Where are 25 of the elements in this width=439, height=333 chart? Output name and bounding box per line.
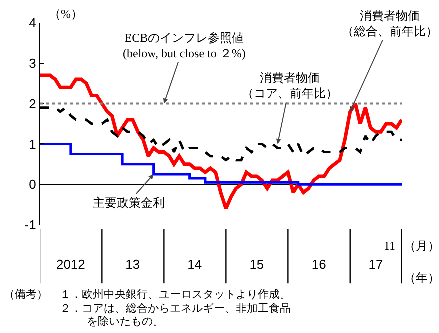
y-tick-label: 1: [29, 136, 36, 152]
x-tick-label: 2012: [56, 257, 86, 272]
annotation: 消費者物価（総合、前年比）: [342, 9, 438, 39]
line-series: [40, 74, 402, 211]
y-tick-label: 3: [29, 56, 36, 71]
text: １．欧州中央銀行、ユーロスタットより作成。: [60, 288, 291, 301]
y-axis-title: （%）: [49, 7, 83, 21]
x-tick-label: 15: [250, 257, 264, 272]
annotation: 消費者物価（コア、前年比）: [242, 71, 338, 101]
text: 11: [384, 239, 396, 253]
x-tick-label: 16: [312, 257, 326, 272]
text: （備考）: [4, 288, 48, 301]
x-tick-label: 13: [126, 257, 140, 272]
x-tick-label: 14: [188, 257, 202, 272]
y-tick-label: 2: [29, 96, 36, 112]
y-tick-label: 4: [29, 16, 36, 31]
text: ２．コアは、総合からエネルギー、非加工食品: [60, 302, 291, 315]
annotation: 主要政策金利: [93, 196, 165, 210]
text: （月）: [404, 239, 439, 253]
annotation: ECBのインフレ参照値 (below, but close to ２%): [123, 31, 246, 61]
text: （年）: [404, 271, 439, 285]
x-tick-label: 17: [368, 257, 384, 272]
y-tick-label: 0: [29, 177, 36, 192]
y-tick-label: -1: [24, 218, 36, 233]
text: を除いたもの。: [87, 316, 164, 328]
